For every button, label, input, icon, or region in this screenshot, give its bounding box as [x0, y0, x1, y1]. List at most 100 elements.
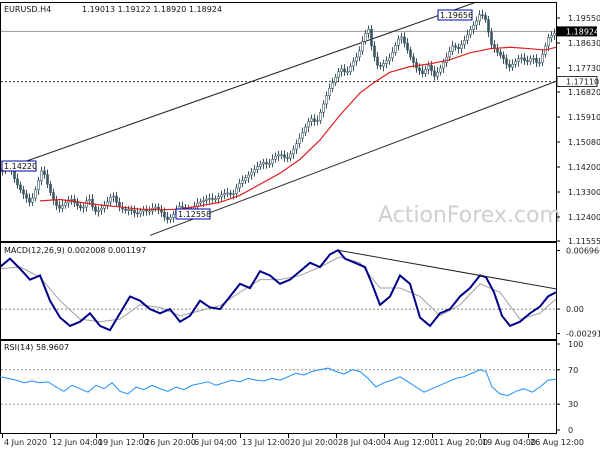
- macd-layer: [0, 250, 556, 330]
- candle-body: [23, 190, 25, 194]
- candle-body: [374, 46, 376, 57]
- candle-body: [461, 45, 463, 49]
- price-tick-label: 1.17730: [568, 64, 600, 73]
- rsi-tick-label: 70: [568, 366, 578, 375]
- candle-body: [155, 207, 157, 208]
- candle-body: [512, 64, 514, 67]
- candle-body: [263, 163, 265, 164]
- candle-body: [236, 188, 238, 194]
- candle-body: [149, 211, 151, 212]
- candle-body: [272, 159, 274, 163]
- candle-body: [554, 33, 556, 35]
- time-tick-label: 26 Jun 20:00: [145, 438, 196, 447]
- candle-body: [80, 206, 82, 208]
- candle-body: [281, 155, 283, 156]
- candle-body: [542, 54, 544, 62]
- time-tick-label: 28 Jul 04:00: [338, 438, 386, 447]
- time-tick-label: 19 Jun 12:00: [98, 438, 149, 447]
- candle-body: [440, 68, 442, 72]
- time-tick-label: 6 Jul 04:00: [194, 438, 237, 447]
- time-tick-label: 19 Aug 04:00: [482, 438, 536, 447]
- candle-body: [395, 45, 397, 52]
- candle-body: [326, 96, 328, 104]
- candle-body: [170, 217, 172, 219]
- candle-body: [305, 127, 307, 133]
- candle-body: [413, 57, 415, 63]
- candle-body: [65, 203, 67, 206]
- price-tick-label: 1.18630: [568, 39, 600, 48]
- candle-body: [392, 52, 394, 58]
- price-tick-label: 1.15080: [568, 138, 600, 147]
- macd-tick-label: 0.006966: [566, 246, 600, 255]
- price-tick-label: 1.11555: [568, 237, 600, 246]
- candle-body: [299, 138, 301, 144]
- candle-body: [521, 58, 523, 59]
- candle-body: [398, 39, 400, 45]
- candle-body: [221, 195, 223, 197]
- candle-body: [242, 181, 244, 184]
- candle-body: [275, 156, 277, 159]
- candle-body: [365, 33, 367, 41]
- macd-tick-label: -0.002913: [566, 330, 600, 339]
- candle-body: [227, 193, 229, 194]
- candle-body: [479, 15, 481, 21]
- candle-body: [536, 58, 538, 62]
- candle-body: [260, 164, 262, 167]
- annotation-label: 1.14220: [4, 162, 37, 171]
- candle-body: [452, 46, 454, 52]
- candle-body: [47, 175, 49, 185]
- time-tick-label: 4 Aug 12:00: [386, 438, 435, 447]
- candle-body: [467, 35, 469, 41]
- rsi-panel-frame: [1, 341, 557, 434]
- time-tick-label: 20 Jul 20:00: [290, 438, 338, 447]
- candle-body: [290, 154, 292, 158]
- candle-body: [248, 175, 250, 178]
- candle-body: [539, 63, 541, 64]
- candle-body: [386, 61, 388, 64]
- candle-body: [206, 199, 208, 200]
- candle-body: [62, 205, 64, 208]
- candle-body: [296, 144, 298, 150]
- candle-body: [224, 193, 226, 194]
- candle-body: [266, 163, 268, 164]
- candle-body: [320, 112, 322, 120]
- candle-body: [38, 181, 40, 190]
- candle-body: [533, 58, 535, 59]
- candle-body: [356, 57, 358, 61]
- candle-body: [209, 198, 211, 199]
- watermark: ActionForex.com: [378, 203, 561, 228]
- candle-body: [29, 198, 31, 202]
- support-level-label: 1.17110: [566, 78, 599, 87]
- candle-body: [476, 21, 478, 25]
- rsi-line: [0, 368, 556, 396]
- candle-body: [140, 211, 142, 214]
- macd-signal-line: [0, 257, 556, 322]
- candle-body: [110, 197, 112, 202]
- time-tick-label: 12 Jun 04:00: [52, 438, 103, 447]
- candle-body: [548, 38, 550, 46]
- candle-body: [383, 63, 385, 66]
- candle-body: [89, 199, 91, 201]
- time-tick-label: 11 Aug 20:00: [434, 438, 488, 447]
- candle-body: [167, 217, 169, 220]
- candle-body: [14, 170, 16, 178]
- time-tick-label: 4 Jun 2020: [4, 438, 47, 447]
- candle-body: [362, 41, 364, 51]
- candle-body: [251, 172, 253, 175]
- candle-body: [164, 212, 166, 217]
- candle-body: [83, 207, 85, 208]
- candle-body: [344, 69, 346, 72]
- candle-body: [485, 15, 487, 19]
- candle-body: [218, 197, 220, 199]
- candle-body: [302, 133, 304, 139]
- candle-body: [359, 51, 361, 57]
- candle-body: [95, 207, 97, 212]
- candle-body: [527, 61, 529, 62]
- last-price-label: 1.18924: [566, 27, 599, 36]
- candle-body: [134, 210, 136, 213]
- rsi-title: RSI(14) 58.9607: [4, 343, 69, 352]
- candle-body: [464, 40, 466, 44]
- candle-body: [377, 57, 379, 65]
